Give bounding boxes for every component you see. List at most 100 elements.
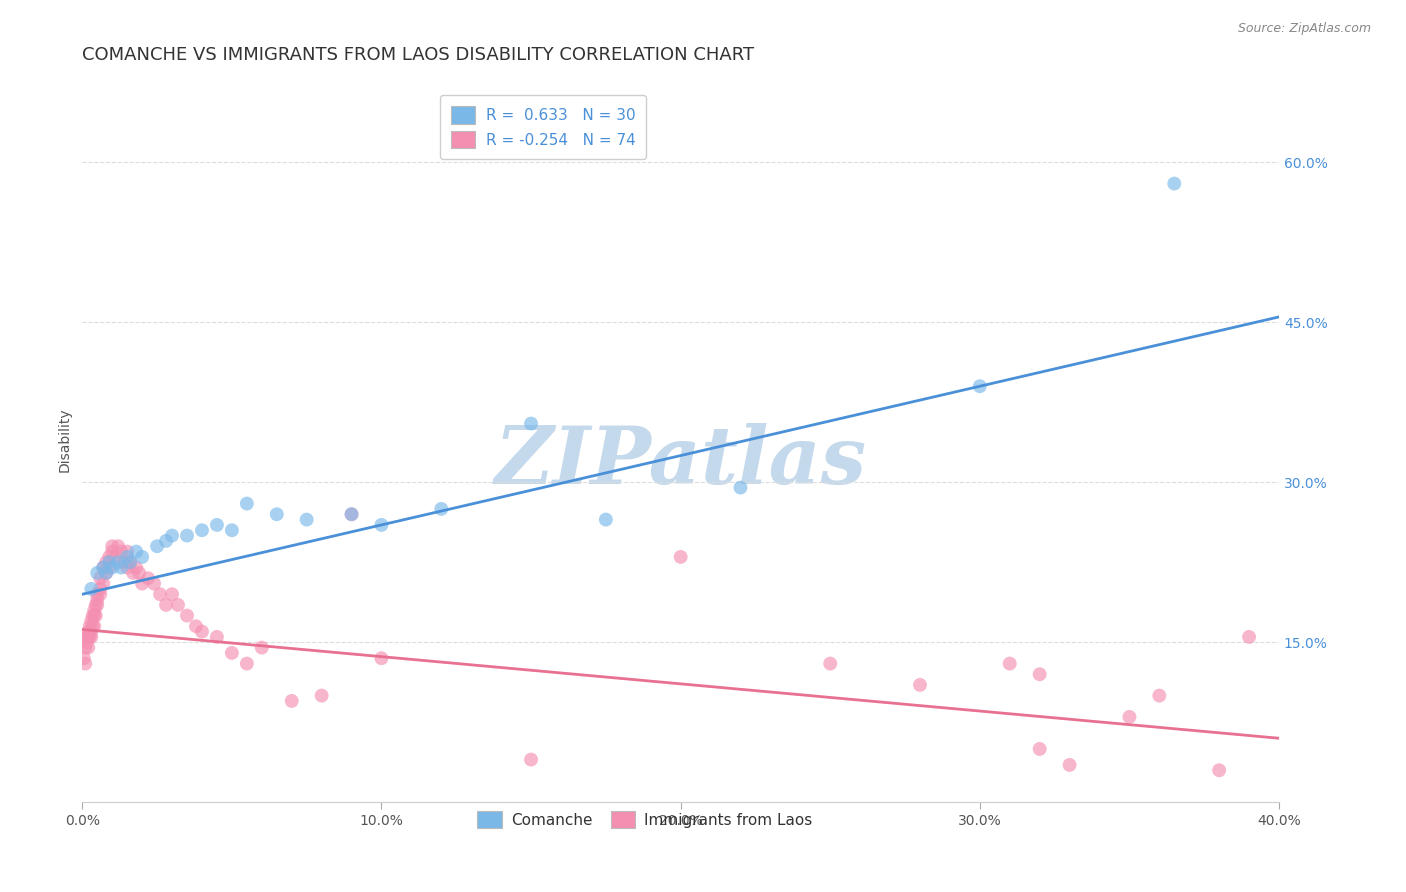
Text: COMANCHE VS IMMIGRANTS FROM LAOS DISABILITY CORRELATION CHART: COMANCHE VS IMMIGRANTS FROM LAOS DISABIL… — [83, 46, 755, 64]
Point — [80, 630, 103, 644]
Point — [280, 694, 302, 708]
Point — [89, 571, 111, 585]
Point — [370, 651, 392, 665]
Point — [250, 640, 273, 655]
Point — [146, 539, 169, 553]
Point — [84, 608, 107, 623]
Point — [91, 560, 114, 574]
Point — [91, 560, 114, 574]
Point — [818, 657, 841, 671]
Point — [155, 598, 177, 612]
Point — [115, 544, 138, 558]
Text: ZIPatlas: ZIPatlas — [495, 423, 866, 500]
Point — [998, 657, 1021, 671]
Y-axis label: Disability: Disability — [58, 408, 72, 472]
Point — [191, 523, 214, 537]
Point — [83, 619, 105, 633]
Point — [122, 566, 145, 580]
Point — [730, 481, 752, 495]
Point — [79, 630, 101, 644]
Point — [430, 502, 453, 516]
Point — [73, 651, 96, 665]
Point — [112, 555, 135, 569]
Point — [370, 517, 392, 532]
Point — [80, 624, 103, 639]
Point — [1028, 742, 1050, 756]
Point — [1208, 764, 1230, 778]
Point — [101, 539, 124, 553]
Point — [110, 544, 132, 558]
Point — [131, 549, 153, 564]
Point — [89, 582, 111, 596]
Point — [221, 523, 243, 537]
Point — [160, 528, 183, 542]
Point — [96, 566, 118, 580]
Point — [101, 544, 124, 558]
Point — [77, 640, 100, 655]
Point — [86, 598, 108, 612]
Point — [340, 508, 363, 522]
Point — [236, 657, 259, 671]
Point — [96, 555, 118, 569]
Point — [89, 587, 111, 601]
Point — [98, 555, 121, 569]
Point — [149, 587, 172, 601]
Point — [1118, 710, 1140, 724]
Point — [80, 614, 103, 628]
Point — [98, 549, 121, 564]
Point — [131, 576, 153, 591]
Point — [160, 587, 183, 601]
Point — [205, 517, 228, 532]
Point — [125, 544, 148, 558]
Point — [176, 608, 198, 623]
Point — [76, 630, 98, 644]
Point — [96, 566, 118, 580]
Point — [595, 512, 617, 526]
Point — [110, 560, 132, 574]
Point — [125, 560, 148, 574]
Point — [76, 635, 98, 649]
Point — [83, 603, 105, 617]
Point — [520, 417, 543, 431]
Point — [176, 528, 198, 542]
Point — [128, 566, 150, 580]
Point — [908, 678, 931, 692]
Point — [120, 555, 142, 569]
Point — [91, 576, 114, 591]
Point — [143, 576, 166, 591]
Point — [1149, 689, 1171, 703]
Point — [115, 549, 138, 564]
Point — [80, 582, 103, 596]
Point — [84, 598, 107, 612]
Point — [107, 555, 129, 569]
Point — [104, 549, 127, 564]
Point — [221, 646, 243, 660]
Text: Source: ZipAtlas.com: Source: ZipAtlas.com — [1237, 22, 1371, 36]
Point — [86, 566, 108, 580]
Point — [101, 560, 124, 574]
Point — [83, 608, 105, 623]
Legend: Comanche, Immigrants from Laos: Comanche, Immigrants from Laos — [471, 805, 818, 835]
Point — [295, 512, 318, 526]
Point — [236, 497, 259, 511]
Point — [1163, 177, 1185, 191]
Point — [340, 508, 363, 522]
Point — [77, 624, 100, 639]
Point — [86, 587, 108, 601]
Point — [266, 508, 288, 522]
Point — [98, 560, 121, 574]
Point — [136, 571, 159, 585]
Point — [155, 533, 177, 548]
Point — [669, 549, 692, 564]
Point — [86, 592, 108, 607]
Point — [107, 539, 129, 553]
Point — [311, 689, 333, 703]
Point — [75, 640, 97, 655]
Point — [1237, 630, 1260, 644]
Point — [969, 379, 991, 393]
Point — [77, 630, 100, 644]
Point — [184, 619, 207, 633]
Point — [79, 619, 101, 633]
Point — [75, 657, 97, 671]
Point — [205, 630, 228, 644]
